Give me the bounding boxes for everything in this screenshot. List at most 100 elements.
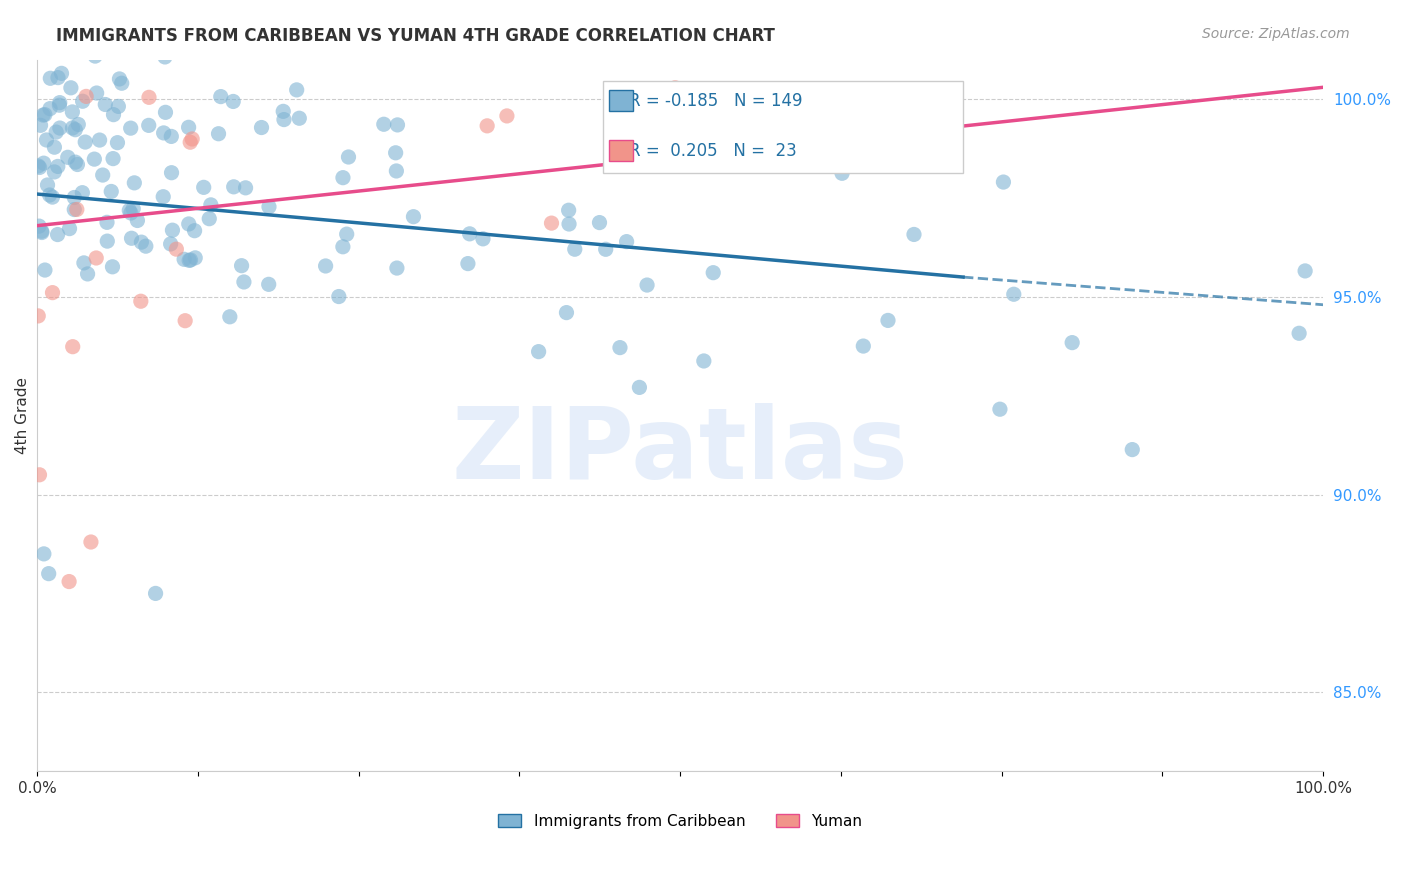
Immigrants from Caribbean: [328, 289, 350, 303]
Text: R =  0.205   N =  23: R = 0.205 N = 23: [628, 142, 796, 160]
Immigrants from Caribbean: [558, 217, 581, 231]
Immigrants from Caribbean: [120, 206, 142, 220]
Immigrants from Caribbean: [1002, 287, 1025, 301]
Immigrants from Caribbean: [32, 547, 55, 561]
Immigrants from Caribbean: [100, 185, 122, 199]
Immigrants from Caribbean: [72, 95, 94, 109]
Immigrants from Caribbean: [1288, 326, 1310, 341]
Immigrants from Caribbean: [209, 89, 232, 103]
Yuman: [664, 80, 686, 95]
Immigrants from Caribbean: [124, 176, 146, 190]
Immigrants from Caribbean: [44, 140, 66, 154]
Immigrants from Caribbean: [59, 80, 82, 95]
Immigrants from Caribbean: [903, 227, 925, 242]
FancyBboxPatch shape: [603, 81, 963, 173]
Yuman: [27, 309, 49, 323]
Immigrants from Caribbean: [65, 122, 87, 136]
Immigrants from Caribbean: [385, 164, 408, 178]
Immigrants from Caribbean: [198, 211, 221, 226]
Immigrants from Caribbean: [51, 66, 73, 80]
Immigrants from Caribbean: [337, 150, 360, 164]
Yuman: [657, 145, 679, 160]
Immigrants from Caribbean: [118, 203, 141, 218]
Immigrants from Caribbean: [402, 210, 425, 224]
Immigrants from Caribbean: [62, 120, 84, 135]
Immigrants from Caribbean: [63, 190, 86, 204]
Immigrants from Caribbean: [107, 136, 129, 150]
Immigrants from Caribbean: [30, 118, 52, 132]
Immigrants from Caribbean: [387, 118, 409, 132]
Immigrants from Caribbean: [34, 263, 56, 277]
Immigrants from Caribbean: [231, 259, 253, 273]
Immigrants from Caribbean: [56, 150, 79, 164]
Immigrants from Caribbean: [75, 135, 97, 149]
Immigrants from Caribbean: [606, 138, 628, 153]
Immigrants from Caribbean: [27, 159, 49, 173]
Immigrants from Caribbean: [184, 251, 207, 265]
Immigrants from Caribbean: [177, 120, 200, 135]
Immigrants from Caribbean: [285, 83, 308, 97]
Immigrants from Caribbean: [38, 188, 60, 202]
Immigrants from Caribbean: [457, 257, 479, 271]
Immigrants from Caribbean: [315, 259, 337, 273]
Yuman: [174, 314, 197, 328]
Immigrants from Caribbean: [636, 278, 658, 293]
Yuman: [58, 574, 80, 589]
Immigrants from Caribbean: [332, 240, 354, 254]
Yuman: [179, 135, 201, 149]
Immigrants from Caribbean: [193, 180, 215, 194]
Immigrants from Caribbean: [332, 170, 354, 185]
Immigrants from Caribbean: [73, 256, 96, 270]
Immigrants from Caribbean: [257, 277, 280, 292]
Immigrants from Caribbean: [222, 179, 245, 194]
Immigrants from Caribbean: [103, 108, 125, 122]
Immigrants from Caribbean: [384, 145, 406, 160]
Immigrants from Caribbean: [96, 234, 118, 248]
Immigrants from Caribbean: [162, 223, 184, 237]
FancyBboxPatch shape: [609, 90, 633, 111]
Immigrants from Caribbean: [31, 226, 53, 240]
Immigrants from Caribbean: [89, 133, 111, 147]
Immigrants from Caribbean: [121, 231, 143, 245]
Yuman: [41, 285, 63, 300]
FancyBboxPatch shape: [609, 140, 633, 161]
Immigrants from Caribbean: [122, 202, 145, 216]
Immigrants from Caribbean: [45, 125, 67, 139]
Immigrants from Caribbean: [218, 310, 240, 324]
Immigrants from Caribbean: [76, 267, 98, 281]
Immigrants from Caribbean: [107, 99, 129, 113]
Immigrants from Caribbean: [46, 160, 69, 174]
Yuman: [165, 242, 187, 256]
Immigrants from Caribbean: [49, 121, 72, 136]
Immigrants from Caribbean: [336, 227, 359, 241]
Immigrants from Caribbean: [250, 120, 273, 135]
Immigrants from Caribbean: [693, 354, 716, 368]
Immigrants from Caribbean: [273, 112, 295, 127]
Immigrants from Caribbean: [72, 186, 94, 200]
Text: R = -0.185   N = 149: R = -0.185 N = 149: [628, 92, 803, 110]
Immigrants from Caribbean: [34, 108, 56, 122]
Immigrants from Caribbean: [60, 104, 83, 119]
Yuman: [84, 251, 107, 265]
Immigrants from Caribbean: [66, 42, 89, 56]
Immigrants from Caribbean: [101, 152, 124, 166]
Immigrants from Caribbean: [91, 168, 114, 182]
Immigrants from Caribbean: [108, 72, 131, 87]
Immigrants from Caribbean: [609, 341, 631, 355]
Yuman: [540, 216, 562, 230]
Immigrants from Caribbean: [1294, 264, 1316, 278]
Immigrants from Caribbean: [39, 102, 62, 116]
Immigrants from Caribbean: [274, 29, 297, 44]
Immigrants from Caribbean: [993, 175, 1015, 189]
Immigrants from Caribbean: [138, 119, 160, 133]
Immigrants from Caribbean: [39, 71, 62, 86]
Yuman: [129, 294, 152, 309]
Immigrants from Caribbean: [159, 236, 181, 251]
Immigrants from Caribbean: [67, 118, 90, 132]
Immigrants from Caribbean: [877, 313, 900, 327]
Immigrants from Caribbean: [41, 190, 63, 204]
Immigrants from Caribbean: [160, 166, 183, 180]
Immigrants from Caribbean: [63, 202, 86, 217]
Yuman: [62, 340, 84, 354]
Immigrants from Caribbean: [288, 112, 311, 126]
